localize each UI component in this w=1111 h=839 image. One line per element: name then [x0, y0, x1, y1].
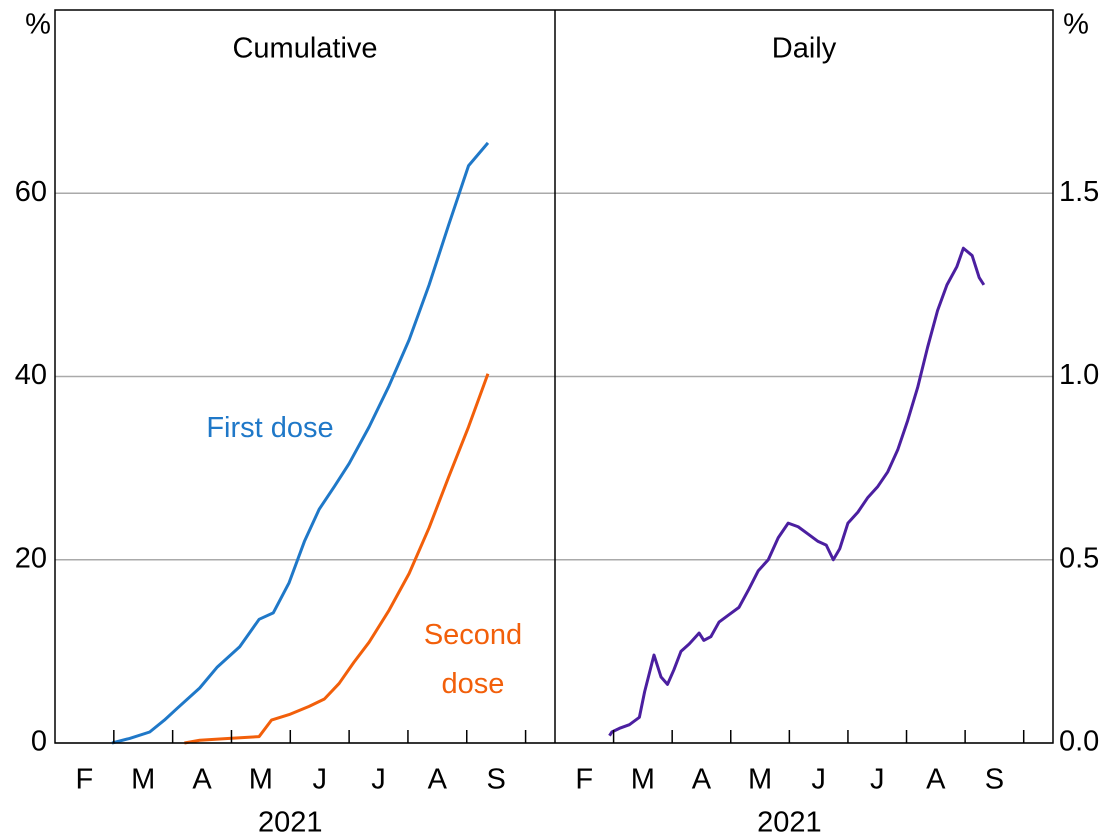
y-tick-label: 1.0 [1059, 359, 1099, 391]
x-tick-label: A [192, 764, 212, 796]
y-unit: % [1063, 9, 1089, 41]
y-tick-label: 40 [15, 359, 47, 391]
x-tick-label: J [312, 764, 327, 796]
panel-title: Cumulative [232, 33, 377, 65]
x-tick-label: M [631, 764, 655, 796]
x-tick-label: A [428, 764, 448, 796]
series-label: First dose [206, 412, 334, 444]
x-year-label: 2021 [757, 807, 822, 839]
y-tick-label: 0.5 [1059, 542, 1099, 574]
x-tick-label: M [131, 764, 155, 796]
axes [54, 9, 1054, 744]
x-tick-label: S [985, 764, 1004, 796]
x-tick-label: J [811, 764, 826, 796]
x-tick-label: A [926, 764, 946, 796]
x-tick-label: S [487, 764, 506, 796]
x-tick-label: A [692, 764, 712, 796]
series-label: Second dose [423, 619, 523, 700]
x-tick-label: M [748, 764, 772, 796]
series-line [111, 141, 490, 745]
lines [111, 141, 986, 745]
y-tick-label: 0.0 [1059, 726, 1099, 758]
panel-title: Daily [772, 33, 837, 65]
series-line [184, 373, 490, 745]
x-tick-label: M [249, 764, 273, 796]
grid [55, 192, 1053, 744]
y-unit: % [25, 9, 51, 41]
plot-frame [54, 9, 1054, 744]
x-tick-label: F [575, 764, 593, 796]
x-tick-label: J [371, 764, 386, 796]
x-tick-label: J [870, 764, 885, 796]
y-tick-label: 20 [15, 542, 47, 574]
y-tick-label: 60 [15, 176, 47, 208]
series-line [608, 246, 986, 737]
x-tick-label: F [76, 764, 94, 796]
y-tick-label: 1.5 [1059, 176, 1099, 208]
y-tick-label: 0 [31, 726, 47, 758]
x-year-label: 2021 [258, 807, 323, 839]
